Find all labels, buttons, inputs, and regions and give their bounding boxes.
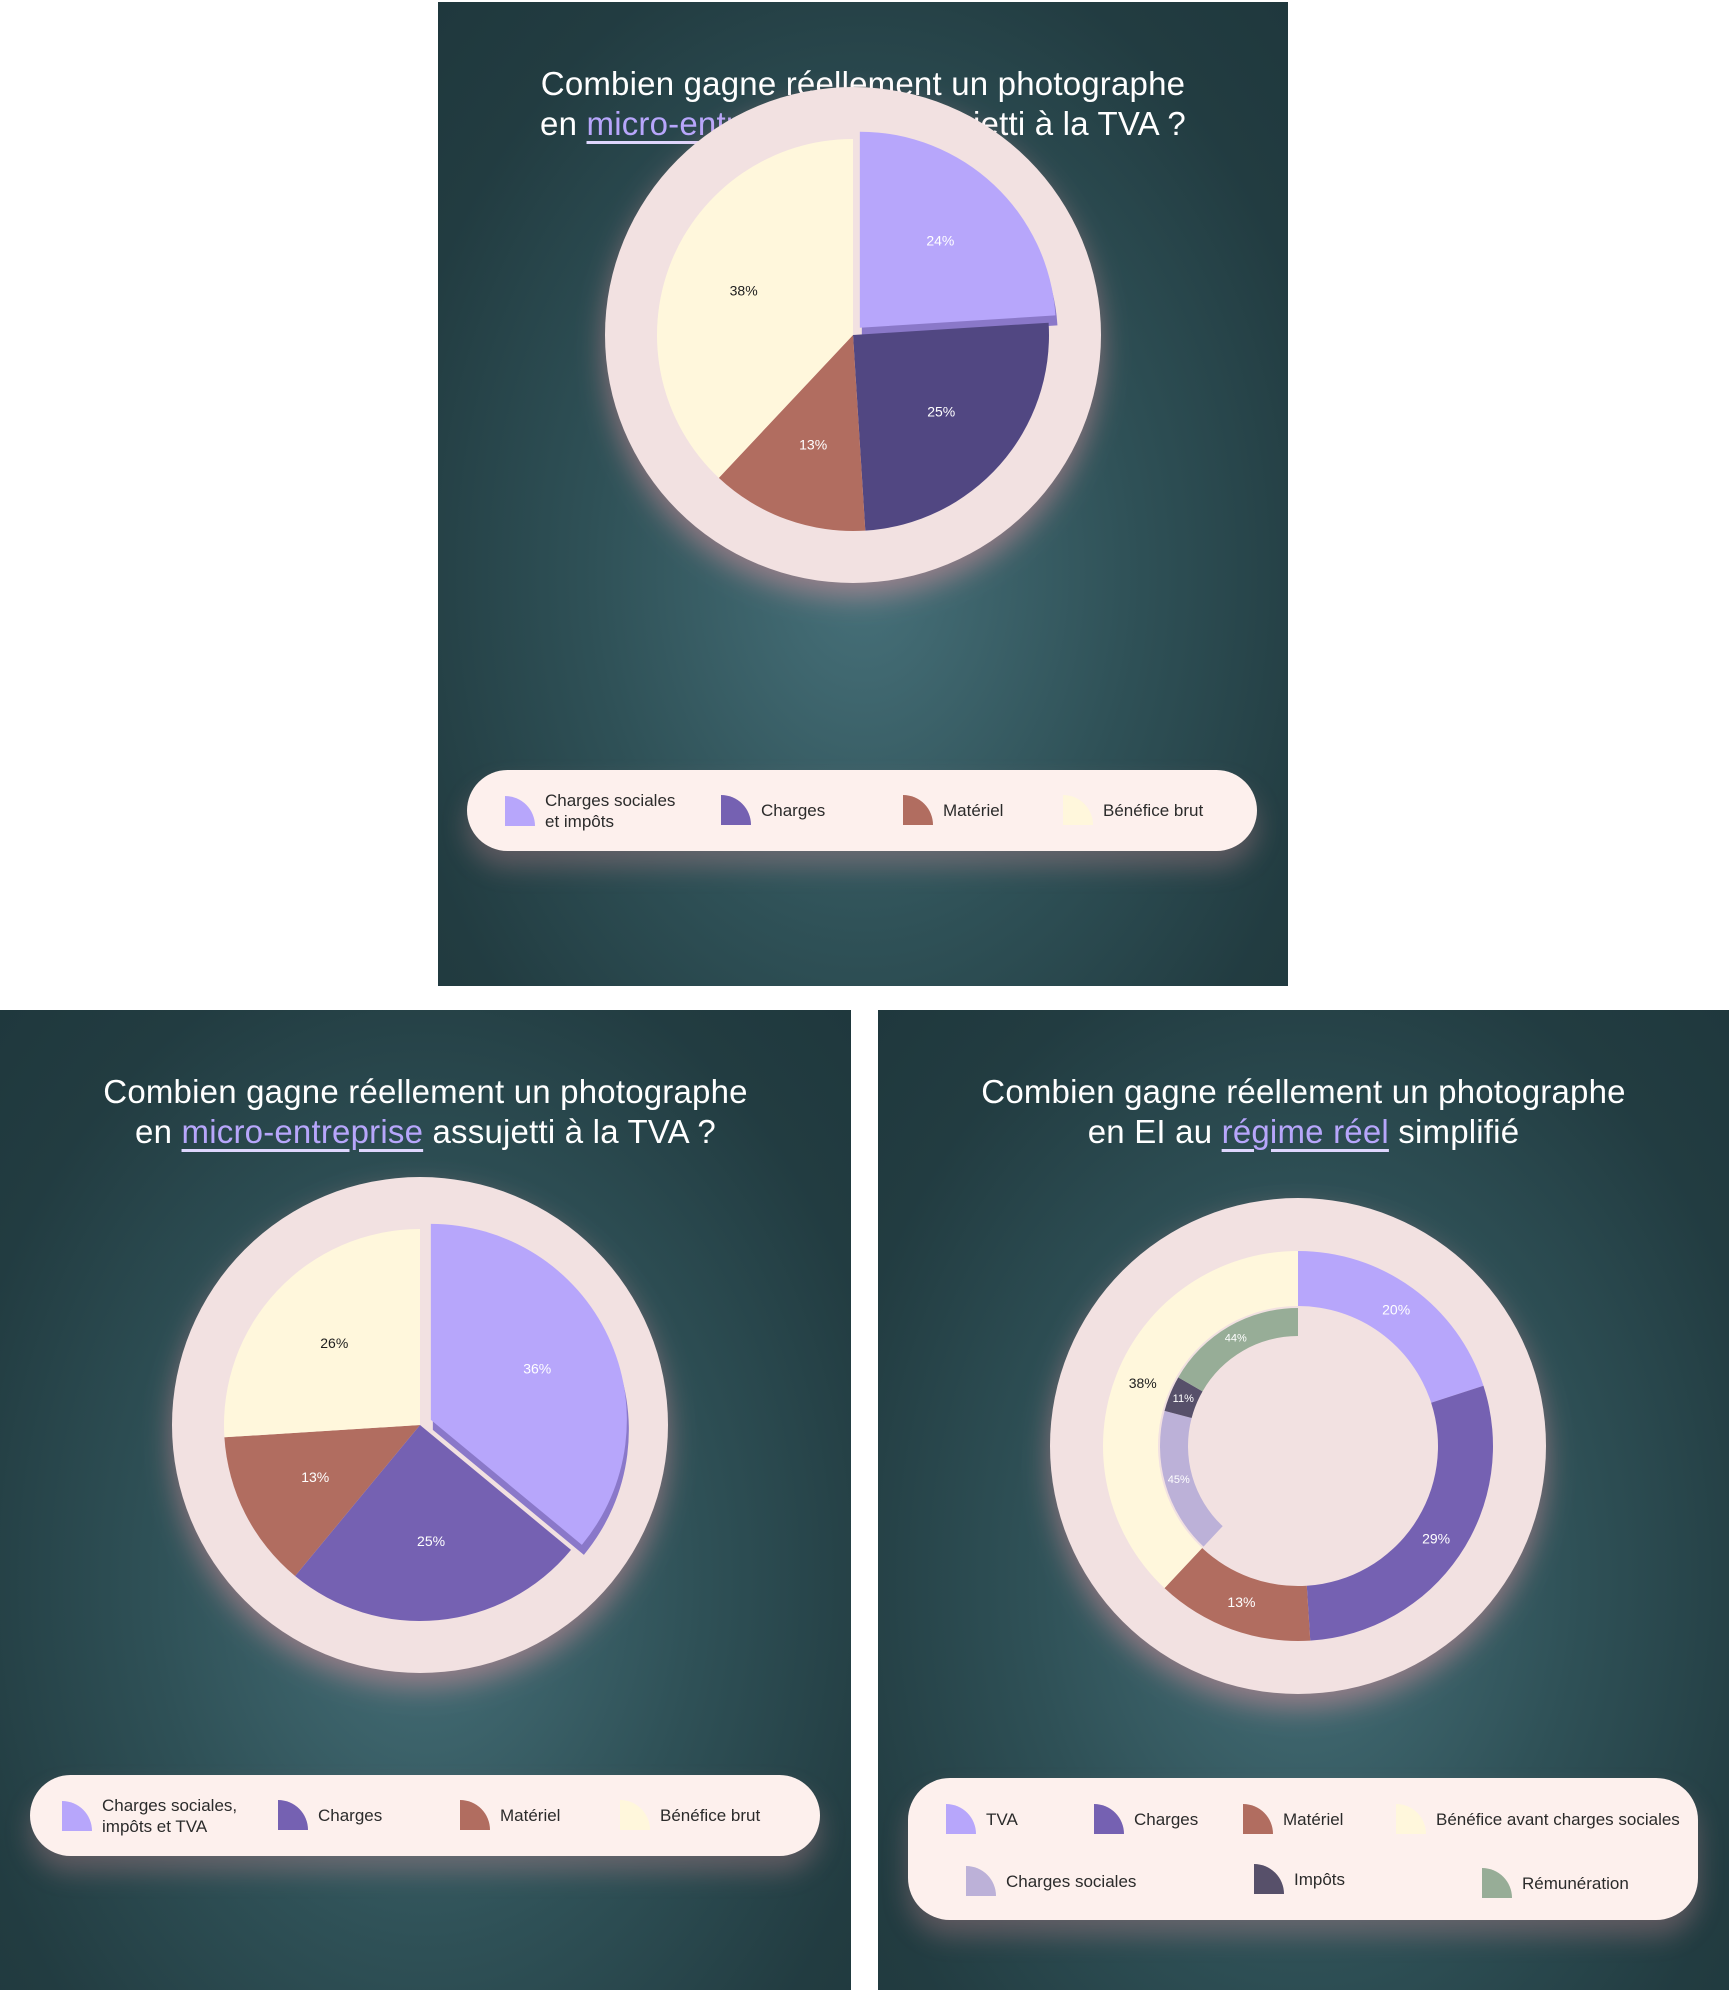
legend-swatch-icon bbox=[1396, 1804, 1426, 1834]
legend-swatch-icon bbox=[721, 795, 751, 825]
title-line-2-end: assujetti à la TVA ? bbox=[423, 1113, 716, 1150]
legend-swatch-icon bbox=[278, 1800, 308, 1830]
legend-item: Matériel bbox=[1243, 1804, 1343, 1834]
legend-swatch-icon bbox=[903, 795, 933, 825]
legend-swatch-icon bbox=[946, 1804, 976, 1834]
title-line-2-start: en bbox=[540, 105, 587, 142]
data-label: 45% bbox=[1168, 1474, 1190, 1486]
pie-slice bbox=[859, 131, 1056, 328]
title-line-2-start: en bbox=[135, 1113, 182, 1150]
legend-label: Charges sociales bbox=[1006, 1871, 1137, 1891]
nested-donut-chart: 20% 29% 13% 38% 45% 11% 44% bbox=[1050, 1198, 1546, 1694]
chart-panel-vat: Combien gagne réellement un photographe … bbox=[0, 1010, 851, 1990]
legend-swatch-icon bbox=[1094, 1804, 1124, 1834]
legend-label: Matériel bbox=[1283, 1809, 1344, 1829]
legend-label: Matériel bbox=[500, 1805, 561, 1825]
donut-outer-segment bbox=[1103, 1251, 1298, 1589]
legend-label: Bénéfice avant charges sociales bbox=[1436, 1809, 1680, 1829]
legend-item: Charges sociales et impôts bbox=[505, 790, 675, 832]
pie-slice bbox=[853, 322, 1049, 531]
legend-label: TVA bbox=[986, 1809, 1018, 1829]
legend-item: Rémunération bbox=[1482, 1868, 1629, 1898]
legend-swatch-icon bbox=[1243, 1804, 1273, 1834]
pie-slice bbox=[295, 1425, 572, 1621]
title-highlight-link[interactable]: régime réel bbox=[1221, 1113, 1389, 1150]
legend-item: Bénéfice brut bbox=[1063, 795, 1203, 825]
title-line-1: Combien gagne réellement un photographe bbox=[103, 1073, 748, 1110]
chart-title: Combien gagne réellement un photographe … bbox=[878, 1072, 1729, 1152]
legend-item: Charges bbox=[721, 795, 825, 825]
title-line-1: Combien gagne réellement un photographe bbox=[981, 1073, 1626, 1110]
donut-outer-segment bbox=[1164, 1548, 1311, 1641]
donut-inner-segment bbox=[1160, 1410, 1223, 1547]
pie-slice bbox=[430, 1223, 627, 1545]
legend-item: Charges bbox=[278, 1800, 382, 1830]
title-line-2-start: en EI au bbox=[1087, 1113, 1222, 1150]
data-label: 13% bbox=[799, 436, 827, 452]
legend-label: Charges bbox=[761, 800, 826, 820]
data-label: 36% bbox=[523, 1361, 551, 1377]
legend-label: Bénéfice brut bbox=[660, 1805, 761, 1825]
legend-item: Bénéfice avant charges sociales bbox=[1396, 1804, 1680, 1834]
title-line-2-end: simplifié bbox=[1388, 1113, 1520, 1150]
chart-legend: Charges sociales, impôts et TVA Charges Ma… bbox=[30, 1775, 820, 1856]
data-label: 13% bbox=[301, 1469, 329, 1485]
data-label: 20% bbox=[1382, 1302, 1410, 1318]
legend-label: Charges bbox=[318, 1805, 383, 1825]
legend-swatch-icon bbox=[620, 1800, 650, 1830]
chart-title: Combien gagne réellement un photographe … bbox=[0, 1072, 851, 1152]
data-label: 24% bbox=[926, 233, 954, 249]
data-label: 11% bbox=[1173, 1393, 1194, 1405]
pie-chart: 36% 25% 13% 26% bbox=[172, 1177, 668, 1673]
pie-slice bbox=[718, 335, 866, 531]
pie-slice bbox=[657, 139, 853, 478]
legend-item: Impôts bbox=[1254, 1864, 1345, 1894]
legend-swatch-icon bbox=[1063, 795, 1093, 825]
legend-item: Bénéfice brut bbox=[620, 1800, 760, 1830]
data-label: 25% bbox=[417, 1533, 445, 1549]
legend-item: Matériel bbox=[460, 1800, 560, 1830]
chart-legend: Charges sociales et impôts Charges Matérie… bbox=[467, 770, 1257, 851]
legend-label: Charges sociales et impôts bbox=[545, 791, 676, 831]
legend-label: Rémunération bbox=[1522, 1873, 1629, 1893]
legend-label: Matériel bbox=[943, 800, 1004, 820]
legend-item: Charges sociales bbox=[966, 1866, 1136, 1896]
legend-label: Charges bbox=[1134, 1809, 1199, 1829]
data-label: 44% bbox=[1225, 1333, 1247, 1345]
donut-outer-segment bbox=[1306, 1385, 1493, 1641]
data-label: 38% bbox=[730, 282, 758, 298]
legend-label: Charges sociales, impôts et TVA bbox=[102, 1796, 238, 1836]
legend-label: Bénéfice brut bbox=[1103, 800, 1204, 820]
legend-swatch-icon bbox=[1254, 1864, 1284, 1894]
legend-item: Charges sociales, impôts et TVA bbox=[62, 1795, 237, 1837]
data-label: 13% bbox=[1227, 1594, 1255, 1610]
legend-swatch-icon bbox=[505, 796, 535, 826]
chart-legend: TVA Charges Matériel Bénéfice avant charges… bbox=[908, 1778, 1698, 1920]
legend-swatch-icon bbox=[966, 1866, 996, 1896]
chart-panel-reel: Combien gagne réellement un photographe … bbox=[878, 1010, 1729, 1990]
legend-swatch-icon bbox=[460, 1800, 490, 1830]
donut-outer-segment bbox=[1298, 1251, 1484, 1403]
pie-chart: 24% 25% 13% 38% bbox=[605, 87, 1101, 583]
pie-slice bbox=[224, 1229, 420, 1438]
donut-inner-segment bbox=[1178, 1308, 1298, 1392]
legend-swatch-icon bbox=[1482, 1868, 1512, 1898]
data-label: 29% bbox=[1422, 1531, 1450, 1547]
legend-item: Matériel bbox=[903, 795, 1003, 825]
data-label: 26% bbox=[320, 1335, 348, 1351]
data-label: 25% bbox=[927, 403, 955, 419]
legend-label: Impôts bbox=[1294, 1869, 1346, 1889]
legend-item: TVA bbox=[946, 1804, 1018, 1834]
legend-item: Charges bbox=[1094, 1804, 1198, 1834]
chart-panel-non-vat: Combien gagne réellement un photographe … bbox=[438, 2, 1288, 986]
pie-slice bbox=[224, 1425, 420, 1577]
legend-swatch-icon bbox=[62, 1801, 92, 1831]
donut-inner-segment bbox=[1164, 1377, 1203, 1418]
title-highlight-link[interactable]: micro-entreprise bbox=[181, 1113, 424, 1150]
data-label: 38% bbox=[1129, 1375, 1157, 1391]
